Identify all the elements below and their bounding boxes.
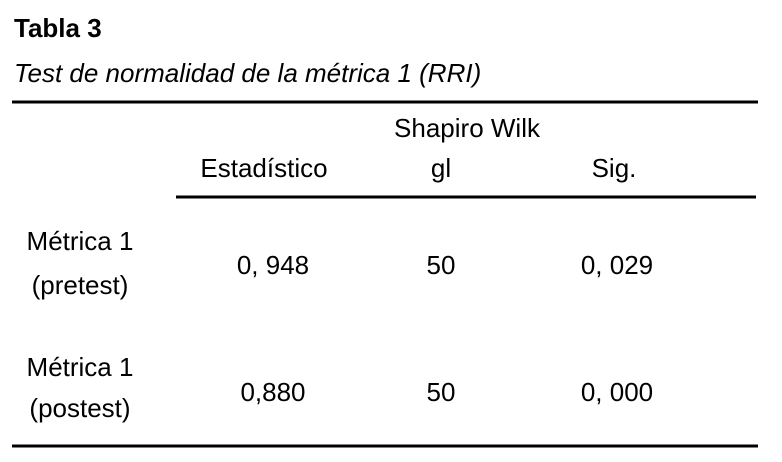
- row-label: (pretest): [32, 270, 129, 300]
- cell: 0, 029: [581, 250, 653, 280]
- cell: 0,880: [240, 377, 305, 407]
- column-header: Estadístico: [200, 153, 327, 183]
- row-label: (postest): [29, 393, 130, 423]
- cell: 50: [427, 250, 456, 280]
- table-title: Tabla 3: [14, 13, 102, 43]
- table-subtitle: Test de normalidad de la métrica 1 (RRI): [14, 58, 481, 88]
- column-header: gl: [431, 153, 451, 183]
- row-label: Métrica 1: [27, 352, 134, 382]
- row-label: Métrica 1: [27, 226, 134, 256]
- group-header: Shapiro Wilk: [394, 113, 541, 143]
- cell: 50: [427, 377, 456, 407]
- column-header: Sig.: [592, 153, 637, 183]
- cell: 0, 000: [581, 377, 653, 407]
- cell: 0, 948: [237, 250, 309, 280]
